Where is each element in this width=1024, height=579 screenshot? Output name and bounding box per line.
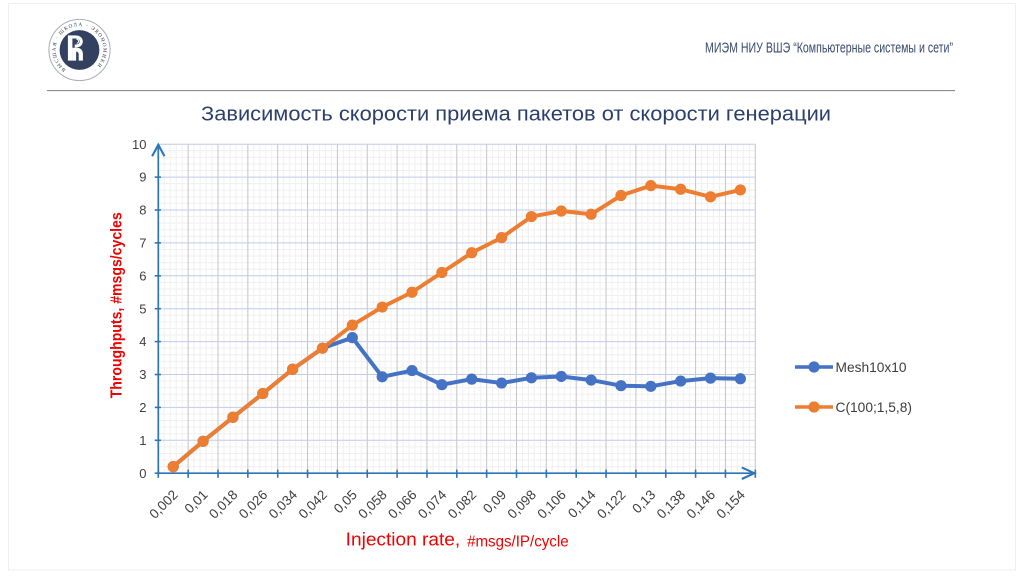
svg-text:6: 6	[139, 268, 146, 283]
svg-text:Throughputs, #msgs/cycles: Throughputs, #msgs/cycles	[109, 212, 126, 398]
svg-text:#msgs/IP/cycle: #msgs/IP/cycle	[467, 534, 569, 551]
svg-text:10: 10	[132, 137, 146, 152]
svg-text:МИЭМ НИУ ВШЭ “Компьютерные сис: МИЭМ НИУ ВШЭ “Компьютерные системы и сет…	[705, 41, 953, 57]
svg-text:C(100;1,5,8): C(100;1,5,8)	[836, 399, 913, 415]
svg-text:1: 1	[139, 433, 146, 448]
svg-text:Mesh10x10: Mesh10x10	[836, 359, 907, 375]
svg-text:2: 2	[139, 400, 146, 415]
svg-text:5: 5	[139, 301, 146, 316]
svg-text:9: 9	[139, 170, 146, 185]
svg-text:8: 8	[139, 203, 146, 218]
svg-text:3: 3	[139, 367, 146, 382]
svg-text:4: 4	[139, 334, 146, 349]
svg-text:0: 0	[139, 466, 146, 481]
svg-text:7: 7	[139, 236, 146, 251]
svg-text:Injection rate,: Injection rate,	[346, 529, 461, 550]
svg-text:Зависимость скорости приема па: Зависимость скорости приема пакетов от с…	[201, 104, 831, 126]
